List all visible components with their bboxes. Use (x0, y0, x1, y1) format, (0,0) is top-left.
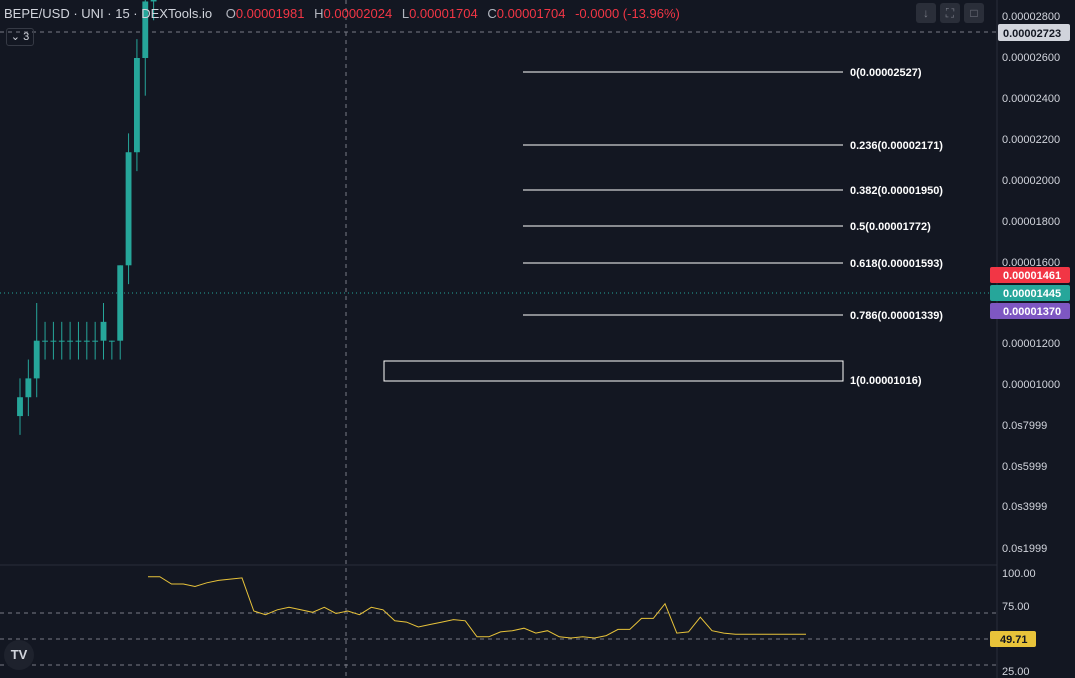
indicators-count: 3 (23, 31, 30, 43)
fib-level-label: 0(0.00002527) (850, 67, 922, 79)
fib-level-label: 0.382(0.00001950) (850, 185, 943, 197)
price-tick-label: 0.00001600 (1002, 257, 1060, 269)
crosshair-price-label: 0.00002723 (1003, 28, 1061, 40)
square-icon: □ (970, 6, 978, 20)
candle-body[interactable] (142, 1, 149, 58)
fib-level-label: 0.618(0.00001593) (850, 258, 943, 270)
fibonacci-retracement[interactable]: 0(0.00002527) 0.236(0.00002171) 0.382(0.00… (383, 67, 943, 387)
fib-level-label: 1(0.00001016) (850, 375, 922, 387)
price-tick-label: 0.00001000 (1002, 379, 1060, 391)
symbol-title[interactable]: BEPE/USD · UNI · 15 · DEXTools.io (4, 6, 213, 21)
arrow-down-icon: ↓ (923, 6, 929, 20)
price-tick-label: 0.00002800 (1002, 11, 1060, 23)
price-tick-label: 0.0s3999 (1002, 501, 1047, 513)
low-label: L (401, 6, 410, 21)
price-tick-label: 0.00002400 (1002, 93, 1060, 105)
price-tick-label: 0.00001800 (1002, 216, 1060, 228)
close-button[interactable]: □ (964, 3, 984, 23)
indicators-toggle[interactable]: ⌄ 3 (6, 28, 34, 46)
last-price-badge (990, 285, 1070, 301)
fib-level-label: 0.786(0.00001339) (850, 310, 943, 322)
maximize-button[interactable]: ⛶ (940, 3, 960, 23)
price-tick-label: 0.0s5999 (1002, 461, 1047, 473)
price-tick-label: 0.0s1999 (1002, 543, 1047, 555)
chevron-down-icon: ⌄ (10, 31, 21, 43)
candle-body[interactable] (50, 340, 57, 342)
last-price-label: 0.00001370 (1003, 306, 1061, 318)
last-price-label: 0.00001461 (1003, 270, 1061, 282)
candle-body[interactable] (83, 340, 90, 342)
price-tick-label: 0.00002600 (1002, 52, 1060, 64)
candle-body[interactable] (92, 340, 99, 342)
high-value: 0.00002024 (323, 6, 393, 21)
price-tick-label: 0.00002000 (1002, 175, 1060, 187)
last-price-label: 0.00001445 (1003, 288, 1061, 300)
high-label: H (314, 6, 324, 21)
candle-body[interactable] (42, 340, 48, 342)
candle-body[interactable] (17, 397, 23, 417)
candle-body[interactable] (25, 378, 32, 398)
tradingview-logo[interactable]: TV (4, 640, 34, 670)
candle-body[interactable] (125, 152, 132, 266)
price-tick-label: 0.00001200 (1002, 338, 1060, 350)
candle-body[interactable] (33, 340, 40, 379)
low-value: 0.00001704 (409, 6, 478, 21)
rsi-tick-label: 100.00 (1002, 568, 1036, 580)
last-price-badge (990, 303, 1070, 319)
price-axis[interactable]: 0.00002800 0.00002600 0.00002400 0.00002200… (0, 11, 1070, 678)
candle-body[interactable] (133, 58, 140, 153)
crosshair-price-badge (998, 24, 1070, 41)
close-label: C (487, 6, 497, 21)
rsi-current-badge (990, 631, 1036, 647)
candle-body[interactable] (67, 340, 74, 342)
change-value: -0.0000 (-13.96%) (575, 6, 680, 21)
rsi-tick-label: 25.00 (1002, 666, 1030, 678)
candlestick-series[interactable] (17, 0, 808, 435)
open-label: O (225, 6, 236, 21)
candle-body[interactable] (150, 0, 157, 2)
rsi-tick-label: 75.00 (1002, 601, 1030, 613)
expand-icon: ⛶ (945, 6, 955, 20)
symbol-header: BEPE/USD · UNI · 15 · DEXTools.io O0.000… (4, 6, 686, 21)
candle-body[interactable] (75, 340, 82, 342)
candle-body[interactable] (58, 340, 65, 342)
price-tick-label: 0.0s7999 (1002, 420, 1047, 432)
fib-range-box[interactable] (383, 360, 844, 382)
minimize-button[interactable]: ↓ (916, 3, 936, 23)
close-value: 0.00001704 (496, 6, 566, 21)
price-tick-label: 0.00002200 (1002, 134, 1060, 146)
rsi-current-label: 49.71 (1000, 634, 1028, 646)
open-value: 0.00001981 (235, 6, 305, 21)
candle-body[interactable] (108, 340, 115, 342)
fib-level-label: 0.5(0.00001772) (850, 221, 931, 233)
gridlines (0, 0, 998, 678)
rsi-line (148, 576, 806, 639)
last-price-badge (990, 267, 1070, 283)
candle-body[interactable] (117, 265, 124, 341)
fib-level-label: 0.236(0.00002171) (850, 140, 943, 152)
candle-body[interactable] (100, 321, 107, 341)
rsi-pane[interactable] (0, 576, 997, 666)
